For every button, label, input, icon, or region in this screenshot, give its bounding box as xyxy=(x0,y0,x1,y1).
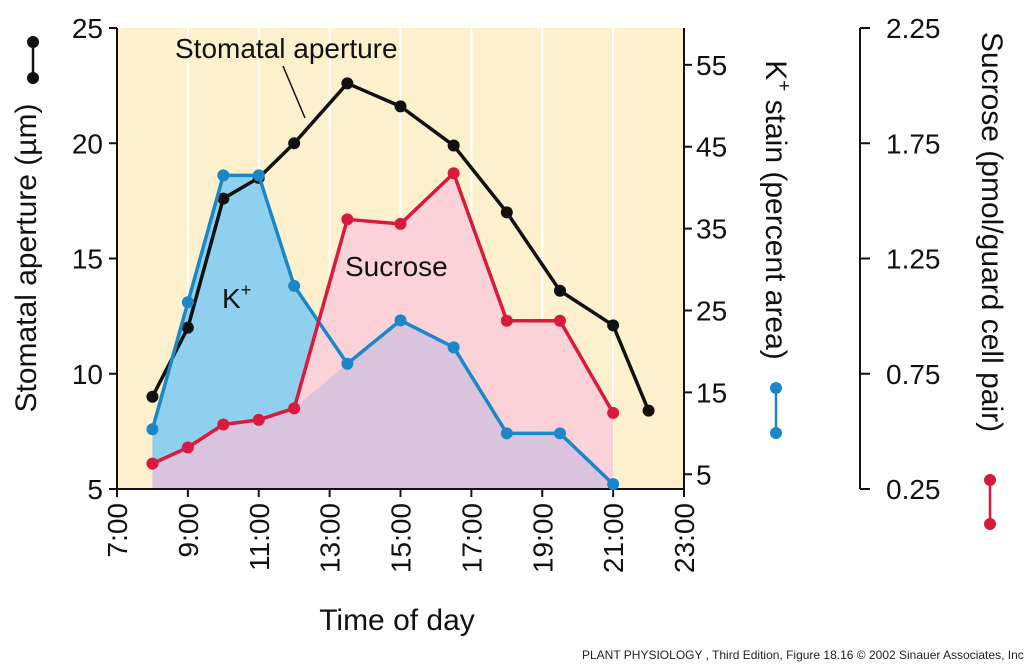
right-sucrose-tick-label: 0.75 xyxy=(886,359,941,390)
x-tick-label: 7:00 xyxy=(102,503,133,558)
sucrose-point xyxy=(553,314,566,327)
left-tick-label: 5 xyxy=(87,474,103,505)
right-sucrose-tick-label: 0.25 xyxy=(886,474,941,505)
stomatal-aperture-point xyxy=(500,206,513,219)
stomatal-aperture-point xyxy=(553,284,566,297)
sucrose-point xyxy=(394,217,407,230)
right-k-tick-label: 55 xyxy=(696,50,727,81)
k-point xyxy=(394,314,407,327)
x-tick-label: 9:00 xyxy=(173,503,204,558)
k-point xyxy=(553,427,566,440)
stomatal-aperture-point xyxy=(288,137,301,150)
annotation-sucrose: Sucrose xyxy=(345,251,448,282)
k-point xyxy=(217,169,230,182)
left-tick-label: 25 xyxy=(72,13,103,44)
stomatal-aperture-line xyxy=(150,81,651,412)
right-k-tick-label: 25 xyxy=(696,295,727,326)
x-tick-label: 17:00 xyxy=(456,503,487,573)
legend-marker-k xyxy=(770,382,782,439)
left-tick-label: 15 xyxy=(72,244,103,275)
legend-marker-aperture xyxy=(27,36,39,84)
k-point xyxy=(252,169,265,182)
sucrose-point xyxy=(181,441,194,454)
ticks: 7:00 9:00 11:00 13:00 15:00 17:00 19:00 21:00 23… xyxy=(72,13,941,573)
right-sucrose-tick-label: 1.25 xyxy=(886,244,941,275)
overlap-area-fill xyxy=(152,320,614,489)
sucrose-point xyxy=(252,413,265,426)
left-tick-label: 20 xyxy=(72,128,103,159)
stomatal-aperture-point xyxy=(146,390,159,403)
series xyxy=(146,77,655,491)
fill-areas xyxy=(152,173,614,489)
stomatal-aperture-point xyxy=(394,100,407,113)
k-point xyxy=(341,357,354,370)
right-sucrose-tick-label: 2.25 xyxy=(886,13,941,44)
stomatal-aperture-point xyxy=(217,192,230,205)
right-sucrose-axis-title: Sucrose (pmol/guard cell pair) xyxy=(975,32,1008,432)
right-sucrose-tick-label: 1.75 xyxy=(886,128,941,159)
left-tick-label: 10 xyxy=(72,359,103,390)
right-k-tick-label: 35 xyxy=(696,214,727,245)
stomatal-aperture-point xyxy=(642,404,655,417)
k-point xyxy=(607,478,620,491)
sucrose-point xyxy=(341,213,354,226)
right-k-tick-label: 15 xyxy=(696,377,727,408)
k-area-fill xyxy=(152,175,614,489)
x-axis-title: Time of day xyxy=(319,604,475,637)
annotation-stomatal-aperture: Stomatal aperture xyxy=(175,33,398,64)
x-tick-label: 23:00 xyxy=(669,503,700,573)
sucrose-point xyxy=(500,314,513,327)
right-k-axis-title: K+ stain (percent area) xyxy=(759,60,794,360)
annotation-leader-line xyxy=(282,65,306,119)
k-point xyxy=(447,341,460,354)
sucrose-point xyxy=(447,167,460,180)
x-tick-label: 11:00 xyxy=(244,503,275,571)
right-k-tick-label: 5 xyxy=(696,459,712,490)
stomatal-aperture-point xyxy=(181,321,194,334)
annotation-k: K+ xyxy=(222,280,251,314)
right-k-tick-label: 45 xyxy=(696,132,727,163)
sucrose-point xyxy=(607,406,620,419)
x-tick-label: 15:00 xyxy=(386,503,417,573)
stomatal-aperture-point xyxy=(447,139,460,152)
figure-credit: PLANT PHYSIOLOGY , Third Edition, Figure… xyxy=(582,648,1024,662)
x-tick-label: 13:00 xyxy=(315,503,346,573)
left-axis-title: Stomatal aperture (µm) xyxy=(10,103,43,412)
k-point xyxy=(288,279,301,292)
stomatal-aperture-point xyxy=(607,319,620,332)
sucrose-point xyxy=(146,457,159,470)
x-tick-label: 21:00 xyxy=(598,503,629,573)
sucrose-area-fill xyxy=(152,173,614,489)
sucrose-point xyxy=(288,402,301,415)
legend-marker-sucrose xyxy=(984,474,996,530)
k-point xyxy=(146,423,159,436)
x-tick-label: 19:00 xyxy=(527,503,558,573)
k-point xyxy=(500,427,513,440)
k-point xyxy=(181,296,194,309)
stomatal-aperture-point xyxy=(341,77,354,90)
sucrose-point xyxy=(217,418,230,431)
